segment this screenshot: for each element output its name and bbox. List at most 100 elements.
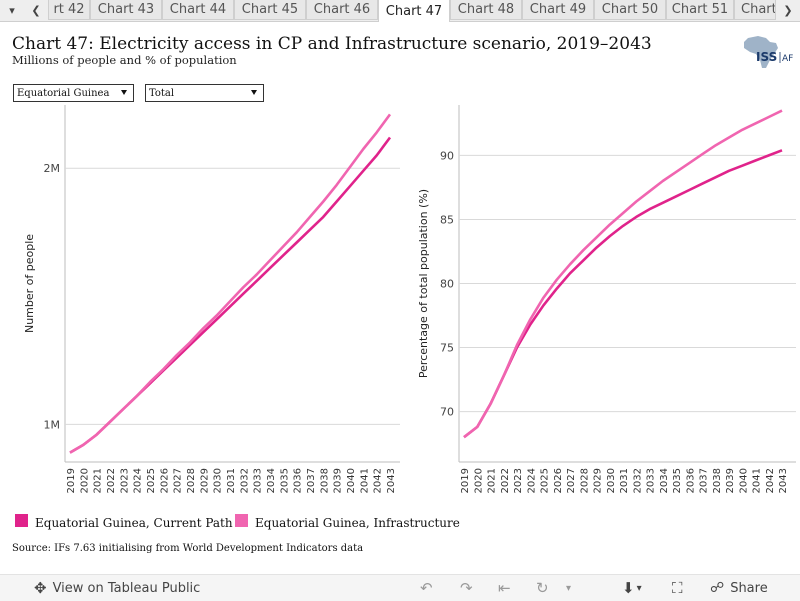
pct-x-tick-label: 2035 bbox=[672, 468, 683, 493]
logo-text: ISS bbox=[756, 50, 777, 64]
tab-chart-44[interactable]: Chart 44 bbox=[162, 0, 234, 20]
redo-icon: ↷ bbox=[460, 579, 473, 597]
tab-chart-42[interactable]: rt 42 bbox=[48, 0, 90, 20]
pct-x-tick-label: 2030 bbox=[606, 468, 617, 493]
pct-x-tick-label: 2038 bbox=[712, 468, 723, 493]
legend-label-infrastructure: Equatorial Guinea, Infrastructure bbox=[255, 516, 460, 530]
people-x-tick-label: 2036 bbox=[293, 468, 304, 493]
people-x-tick-label: 2020 bbox=[79, 468, 90, 493]
people-y-tick-label: 2M bbox=[44, 162, 61, 175]
pct-series-line-current-path[interactable] bbox=[463, 149, 783, 439]
pct-x-tick-label: 2026 bbox=[553, 468, 564, 493]
fullscreen-button[interactable]: ⛶ bbox=[672, 579, 683, 597]
pct-series-line-infrastructure[interactable] bbox=[463, 109, 783, 439]
pct-x-tick-label: 2033 bbox=[646, 468, 657, 493]
people-x-tick-label: 2034 bbox=[266, 468, 277, 493]
pct-y-tick-label: 75 bbox=[440, 342, 454, 355]
people-x-tick-label: 2025 bbox=[146, 468, 157, 493]
tab-prev-icon[interactable]: ❮ bbox=[31, 4, 41, 17]
tab-next-icon[interactable]: ❯ bbox=[783, 4, 793, 17]
africa-map-icon bbox=[744, 36, 778, 68]
pct-x-tick-label: 2020 bbox=[473, 468, 484, 493]
pct-x-tick-label: 2041 bbox=[752, 468, 763, 493]
page-subtitle: Millions of people and % of population bbox=[12, 53, 237, 67]
refresh-icon: ↻ bbox=[536, 579, 549, 597]
tableau-toolbar: ✥ View on Tableau Public ↶ ↷ ⇤ ↻ ▾ ⬇ ▾ ⛶ … bbox=[0, 574, 800, 601]
people-x-tick-label: 2031 bbox=[226, 468, 237, 493]
revert-button[interactable]: ⇤ bbox=[498, 579, 511, 597]
chevron-down-icon: ▾ bbox=[636, 582, 642, 594]
pct-x-tick-label: 2027 bbox=[566, 468, 577, 493]
people-x-tick-label: 2042 bbox=[373, 468, 384, 493]
pct-y-tick-label: 85 bbox=[440, 213, 454, 226]
pct-y-tick-label: 80 bbox=[440, 278, 454, 291]
people-x-tick-label: 2022 bbox=[106, 468, 117, 493]
pct-x-tick-label: 2028 bbox=[579, 468, 590, 493]
tab-chart-48[interactable]: Chart 48 bbox=[450, 0, 522, 20]
legend-label-current-path: Equatorial Guinea, Current Path bbox=[35, 516, 233, 530]
pct-x-tick-label: 2039 bbox=[725, 468, 736, 493]
pct-x-tick-label: 2022 bbox=[500, 468, 511, 493]
people-x-tick-label: 2032 bbox=[239, 468, 250, 493]
tab-bar: ▾ ❮ rt 42 Chart 43 Chart 44 Chart 45 Cha… bbox=[0, 0, 800, 22]
page-title: Chart 47: Electricity access in CP and I… bbox=[12, 34, 652, 54]
tab-chart-43[interactable]: Chart 43 bbox=[90, 0, 162, 20]
country-dropdown[interactable]: Equatorial Guinea bbox=[13, 84, 134, 102]
people-x-tick-label: 2043 bbox=[386, 468, 397, 493]
legend-swatch-infrastructure bbox=[235, 514, 248, 527]
revert-icon: ⇤ bbox=[498, 579, 511, 597]
people-x-tick-label: 2029 bbox=[199, 468, 210, 493]
pct-x-tick-label: 2032 bbox=[632, 468, 643, 493]
logo-suffix: AF bbox=[782, 54, 793, 64]
download-button[interactable]: ⬇ ▾ bbox=[622, 579, 642, 597]
tab-menu-caret-icon[interactable]: ▾ bbox=[9, 4, 15, 17]
tab-chart-50[interactable]: Chart 50 bbox=[594, 0, 666, 20]
tab-chart-51[interactable]: Chart 51 bbox=[666, 0, 734, 20]
people-x-tick-label: 2041 bbox=[359, 468, 370, 493]
tab-chart-45[interactable]: Chart 45 bbox=[234, 0, 306, 20]
legend-swatch-current-path bbox=[15, 514, 28, 527]
people-x-tick-label: 2026 bbox=[159, 468, 170, 493]
redo-button[interactable]: ↷ bbox=[460, 579, 473, 597]
pct-y-axis-title: Percentage of total population (%) bbox=[417, 189, 430, 378]
undo-button[interactable]: ↶ bbox=[420, 579, 433, 597]
share-icon: ☍ bbox=[710, 580, 725, 596]
pct-x-tick-label: 2019 bbox=[460, 468, 471, 493]
tab-chart-46[interactable]: Chart 46 bbox=[306, 0, 378, 20]
pct-x-tick-label: 2029 bbox=[593, 468, 604, 493]
tab-chart-49[interactable]: Chart 49 bbox=[522, 0, 594, 20]
iss-africa-logo: ISS AF bbox=[744, 36, 793, 68]
view-on-tableau-button[interactable]: ✥ View on Tableau Public bbox=[34, 579, 200, 597]
people-x-tick-label: 2023 bbox=[119, 468, 130, 493]
people-y-axis-title: Number of people bbox=[23, 234, 36, 333]
pct-y-tick-label: 70 bbox=[440, 406, 454, 419]
pct-x-tick-label: 2031 bbox=[619, 468, 630, 493]
tab-chart-52[interactable]: Chart bbox=[734, 0, 776, 20]
people-series-line-current-path[interactable] bbox=[69, 136, 392, 454]
pct-x-tick-label: 2023 bbox=[513, 468, 524, 493]
pct-x-tick-label: 2042 bbox=[765, 468, 776, 493]
people-x-tick-label: 2035 bbox=[279, 468, 290, 493]
fullscreen-icon: ⛶ bbox=[672, 579, 683, 597]
chevron-down-icon bbox=[251, 90, 257, 95]
download-icon: ⬇ bbox=[622, 579, 635, 597]
measure-dropdown[interactable]: Total bbox=[145, 84, 264, 102]
people-x-tick-label: 2030 bbox=[213, 468, 224, 493]
refresh-button[interactable]: ↻ bbox=[536, 579, 549, 597]
people-x-tick-label: 2021 bbox=[93, 468, 104, 493]
tab-chart-47[interactable]: Chart 47 bbox=[378, 0, 450, 22]
share-button[interactable]: ☍ Share bbox=[710, 579, 768, 597]
people-series-line-infrastructure[interactable] bbox=[69, 113, 392, 454]
chart-people: 1M 2M Number of people 2019 2020 2021 2022 2023… bbox=[23, 105, 400, 493]
share-label: Share bbox=[730, 580, 768, 596]
country-dropdown-value: Equatorial Guinea bbox=[17, 87, 110, 99]
people-x-tick-label: 2024 bbox=[133, 468, 144, 493]
pct-x-tick-label: 2034 bbox=[659, 468, 670, 493]
undo-icon: ↶ bbox=[420, 579, 433, 597]
people-x-tick-label: 2033 bbox=[253, 468, 264, 493]
people-x-tick-label: 2040 bbox=[346, 468, 357, 493]
refresh-menu-caret[interactable]: ▾ bbox=[566, 579, 571, 597]
pct-x-tick-label: 2043 bbox=[778, 468, 789, 493]
chevron-down-icon: ▾ bbox=[566, 582, 572, 594]
people-x-tick-label: 2039 bbox=[333, 468, 344, 493]
